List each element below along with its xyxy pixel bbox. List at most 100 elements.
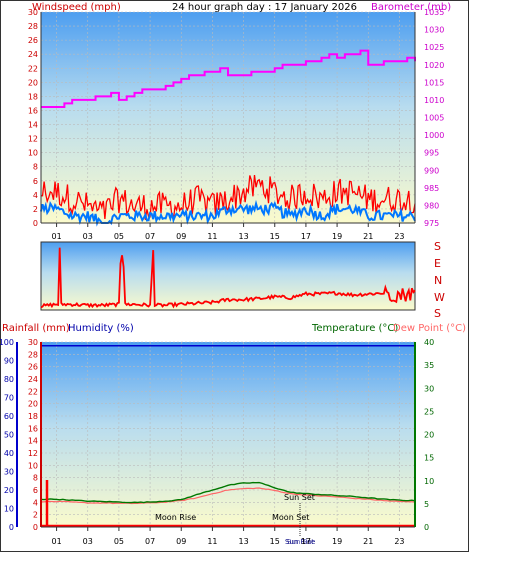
wind-tick-label: 14 — [28, 121, 38, 130]
wind-x-tick-label: 11 — [207, 232, 217, 241]
humidity-tick-label: 20 — [4, 486, 14, 495]
humidity-tick-label: 40 — [4, 449, 14, 458]
temp-panel-background — [41, 342, 415, 527]
compass-label: S — [434, 240, 441, 253]
barometer-tick-label: 1005 — [424, 114, 444, 123]
rain-tick-label: 20 — [28, 400, 38, 409]
temperature-line — [40, 481, 416, 504]
compass-label: S — [434, 307, 441, 320]
temperature-tick-label: 5 — [424, 500, 429, 509]
wind-panel-grid — [41, 11, 415, 224]
wind-x-tick-label: 07 — [145, 232, 155, 241]
humidity-tick-label: 90 — [4, 357, 14, 366]
rain-tick-label: 4 — [33, 498, 38, 507]
humidity-tick-label: 70 — [4, 394, 14, 403]
temp-x-tick-label: 05 — [114, 537, 124, 546]
rain-tick-label: 12 — [28, 449, 38, 458]
wind-tick-label: 28 — [28, 22, 38, 31]
humidity-tick-label: 0 — [9, 523, 14, 532]
wind-tick-label: 4 — [33, 191, 38, 200]
barometer-tick-label: 990 — [424, 166, 439, 175]
barometer-axis-ticks: 975 980 985 990 995 1000 1005 1010 1015 1020 1025 1… — [424, 8, 444, 228]
sun-set-bottom-label: Sun Set — [287, 538, 314, 546]
wind-x-tick-label: 01 — [51, 232, 61, 241]
wind-tick-label: 10 — [28, 149, 38, 158]
dewpoint-axis-label: Dew Point (°C) — [393, 323, 466, 334]
temperature-tick-label: 0 — [424, 523, 429, 532]
temp-x-tick-label: 07 — [145, 537, 155, 546]
temp-x-tick-label: 03 — [83, 537, 93, 546]
barometer-tick-label: 1025 — [424, 43, 444, 52]
temperature-tick-label: 15 — [424, 454, 434, 463]
wind-x-tick-label: 19 — [332, 232, 342, 241]
rain-tick-label: 14 — [28, 437, 38, 446]
temp-x-tick-label: 11 — [207, 537, 217, 546]
moon-set-label: Moon Set — [272, 513, 309, 522]
temp-x-tick-label: 19 — [332, 537, 342, 546]
rain-tick-label: 24 — [28, 375, 38, 384]
rain-temp-series — [40, 344, 416, 528]
wind-x-tick-label: 13 — [238, 232, 248, 241]
wind-x-tick-label: 05 — [114, 232, 124, 241]
barometer-tick-label: 1030 — [424, 26, 444, 35]
temperature-tick-label: 30 — [424, 384, 434, 393]
compass-label: W — [434, 291, 445, 304]
temp-x-tick-label: 21 — [363, 537, 373, 546]
wind-panel-background — [41, 12, 415, 223]
wind-tick-label: 30 — [28, 8, 38, 17]
temperature-axis-label: Temperature (°C) — [311, 323, 398, 334]
temp-x-tick-label: 13 — [238, 537, 248, 546]
humidity-tick-label: 10 — [4, 505, 14, 514]
humidity-tick-label: 80 — [4, 375, 14, 384]
rain-tick-label: 16 — [28, 424, 38, 433]
wind-x-tick-label: 21 — [363, 232, 373, 241]
wind-tick-label: 26 — [28, 36, 38, 45]
wind-direction-line — [40, 247, 416, 309]
temp-panel-grid — [41, 341, 415, 528]
barometer-tick-label: 975 — [424, 219, 439, 228]
wind-tick-label: 22 — [28, 64, 38, 73]
compass-label: E — [434, 257, 441, 270]
wind-x-tick-label: 15 — [270, 232, 280, 241]
humidity-axis-label: Humidity (%) — [68, 323, 134, 334]
temperature-tick-label: 35 — [424, 361, 434, 370]
wind-tick-label: 8 — [33, 163, 38, 172]
header-barometer-label: Barometer (mb) — [371, 2, 451, 13]
temperature-tick-label: 20 — [424, 431, 434, 440]
rain-tick-label: 0 — [33, 523, 38, 532]
dewpoint-line — [40, 487, 416, 505]
wind-x-tick-label: 23 — [394, 232, 404, 241]
temperature-tick-label: 40 — [424, 338, 434, 347]
barometer-tick-label: 985 — [424, 184, 439, 193]
barometer-tick-label: 980 — [424, 201, 439, 210]
barometer-tick-label: 1015 — [424, 78, 444, 87]
outer-border — [0, 0, 469, 552]
humidity-axis-ticks: 0 10 20 30 40 50 60 70 80 90 100 — [0, 338, 14, 532]
wind-tick-label: 6 — [33, 177, 38, 186]
humidity-tick-label: 60 — [4, 412, 14, 421]
rain-tick-label: 2 — [33, 511, 38, 520]
wind-x-tick-label: 17 — [301, 232, 311, 241]
wind-tick-label: 24 — [28, 50, 38, 59]
rain-tick-label: 18 — [28, 412, 38, 421]
rain-tick-label: 30 — [28, 338, 38, 347]
temp-x-tick-label: 23 — [394, 537, 404, 546]
temperature-tick-label: 10 — [424, 477, 434, 486]
rain-tick-label: 22 — [28, 387, 38, 396]
moon-rise-label: Moon Rise — [155, 513, 196, 522]
barometer-tick-label: 995 — [424, 149, 439, 158]
wind-tick-label: 12 — [28, 135, 38, 144]
barometer-tick-label: 1035 — [424, 8, 444, 17]
wind-x-tick-label: 03 — [83, 232, 93, 241]
temperature-tick-label: 25 — [424, 407, 434, 416]
wind-tick-label: 16 — [28, 106, 38, 115]
temp-x-tick-label: 17 — [301, 537, 311, 546]
barometer-tick-label: 1010 — [424, 96, 444, 105]
barometer-line — [41, 49, 416, 108]
temp-x-tick-label: 09 — [176, 537, 186, 546]
